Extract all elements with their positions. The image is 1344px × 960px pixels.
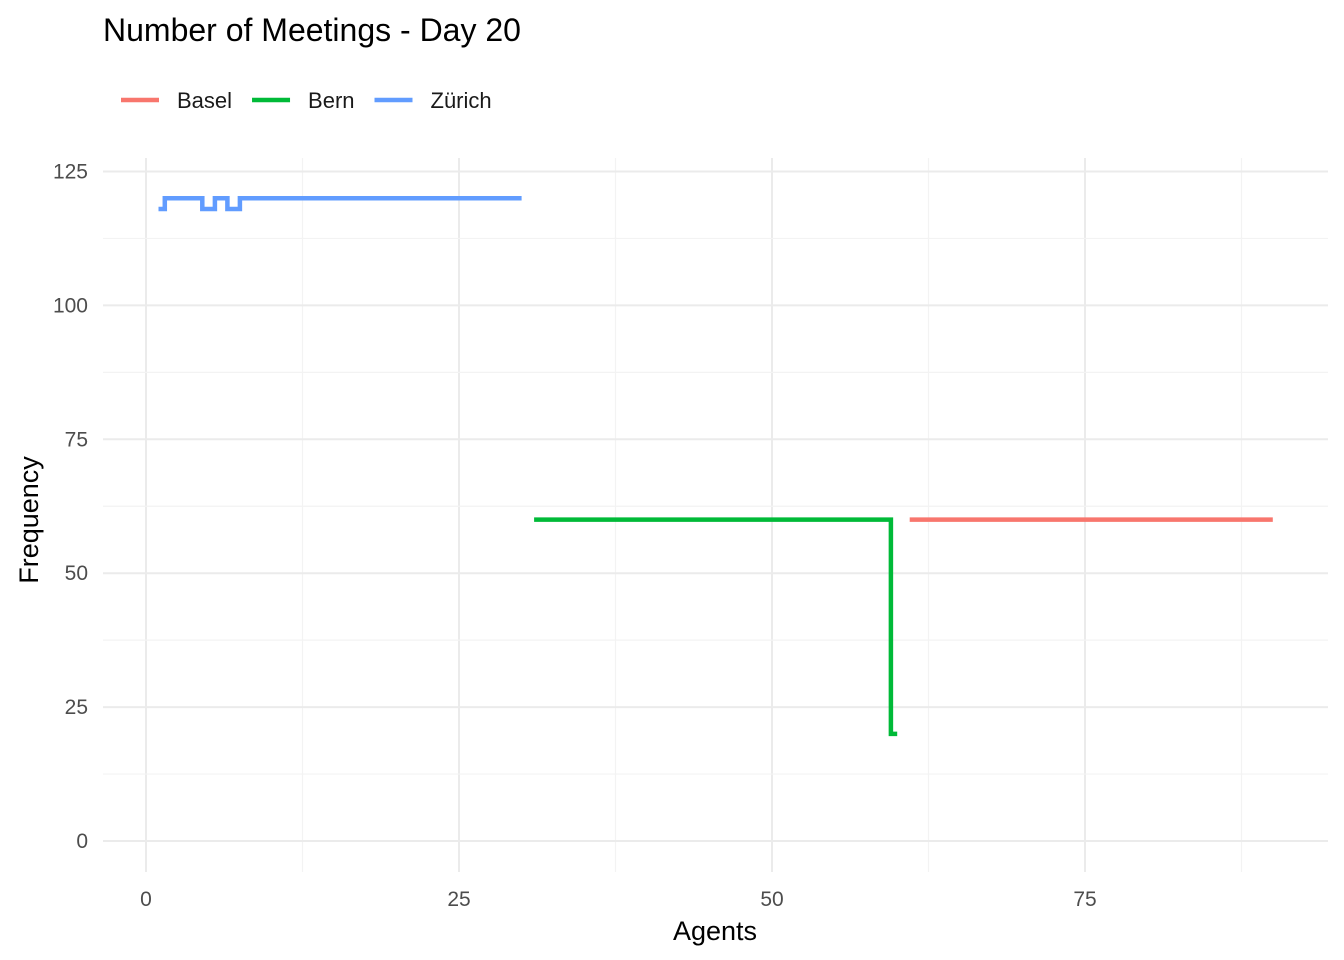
chart-title: Number of Meetings - Day 20 [103,12,521,48]
legend-label-basel: Basel [177,88,232,113]
legend-label-z-rich: Zürich [431,88,492,113]
y-tick-label: 125 [53,161,88,184]
series-line-bern [534,517,898,737]
x-tick-label: 0 [140,888,152,911]
y-axis-ticks: 0 25 50 75 100 125 [53,161,88,854]
y-tick-label: 100 [53,294,88,317]
plot-grid [103,158,1328,872]
x-axis-title: Agents [673,916,757,946]
series-line-z-rich [158,196,522,212]
y-tick-label: 50 [65,562,88,585]
legend-label-bern: Bern [308,88,354,113]
legend: Basel Bern Zürich [121,88,492,113]
x-tick-label: 50 [760,888,783,911]
y-tick-label: 75 [65,428,88,451]
x-tick-label: 75 [1073,888,1096,911]
x-axis-ticks: 0 25 50 75 [140,888,1097,911]
x-tick-label: 25 [447,888,470,911]
y-axis-title: Frequency [14,456,44,584]
y-tick-label: 0 [76,830,88,853]
series-layer [158,196,1273,737]
y-tick-label: 25 [65,696,88,719]
